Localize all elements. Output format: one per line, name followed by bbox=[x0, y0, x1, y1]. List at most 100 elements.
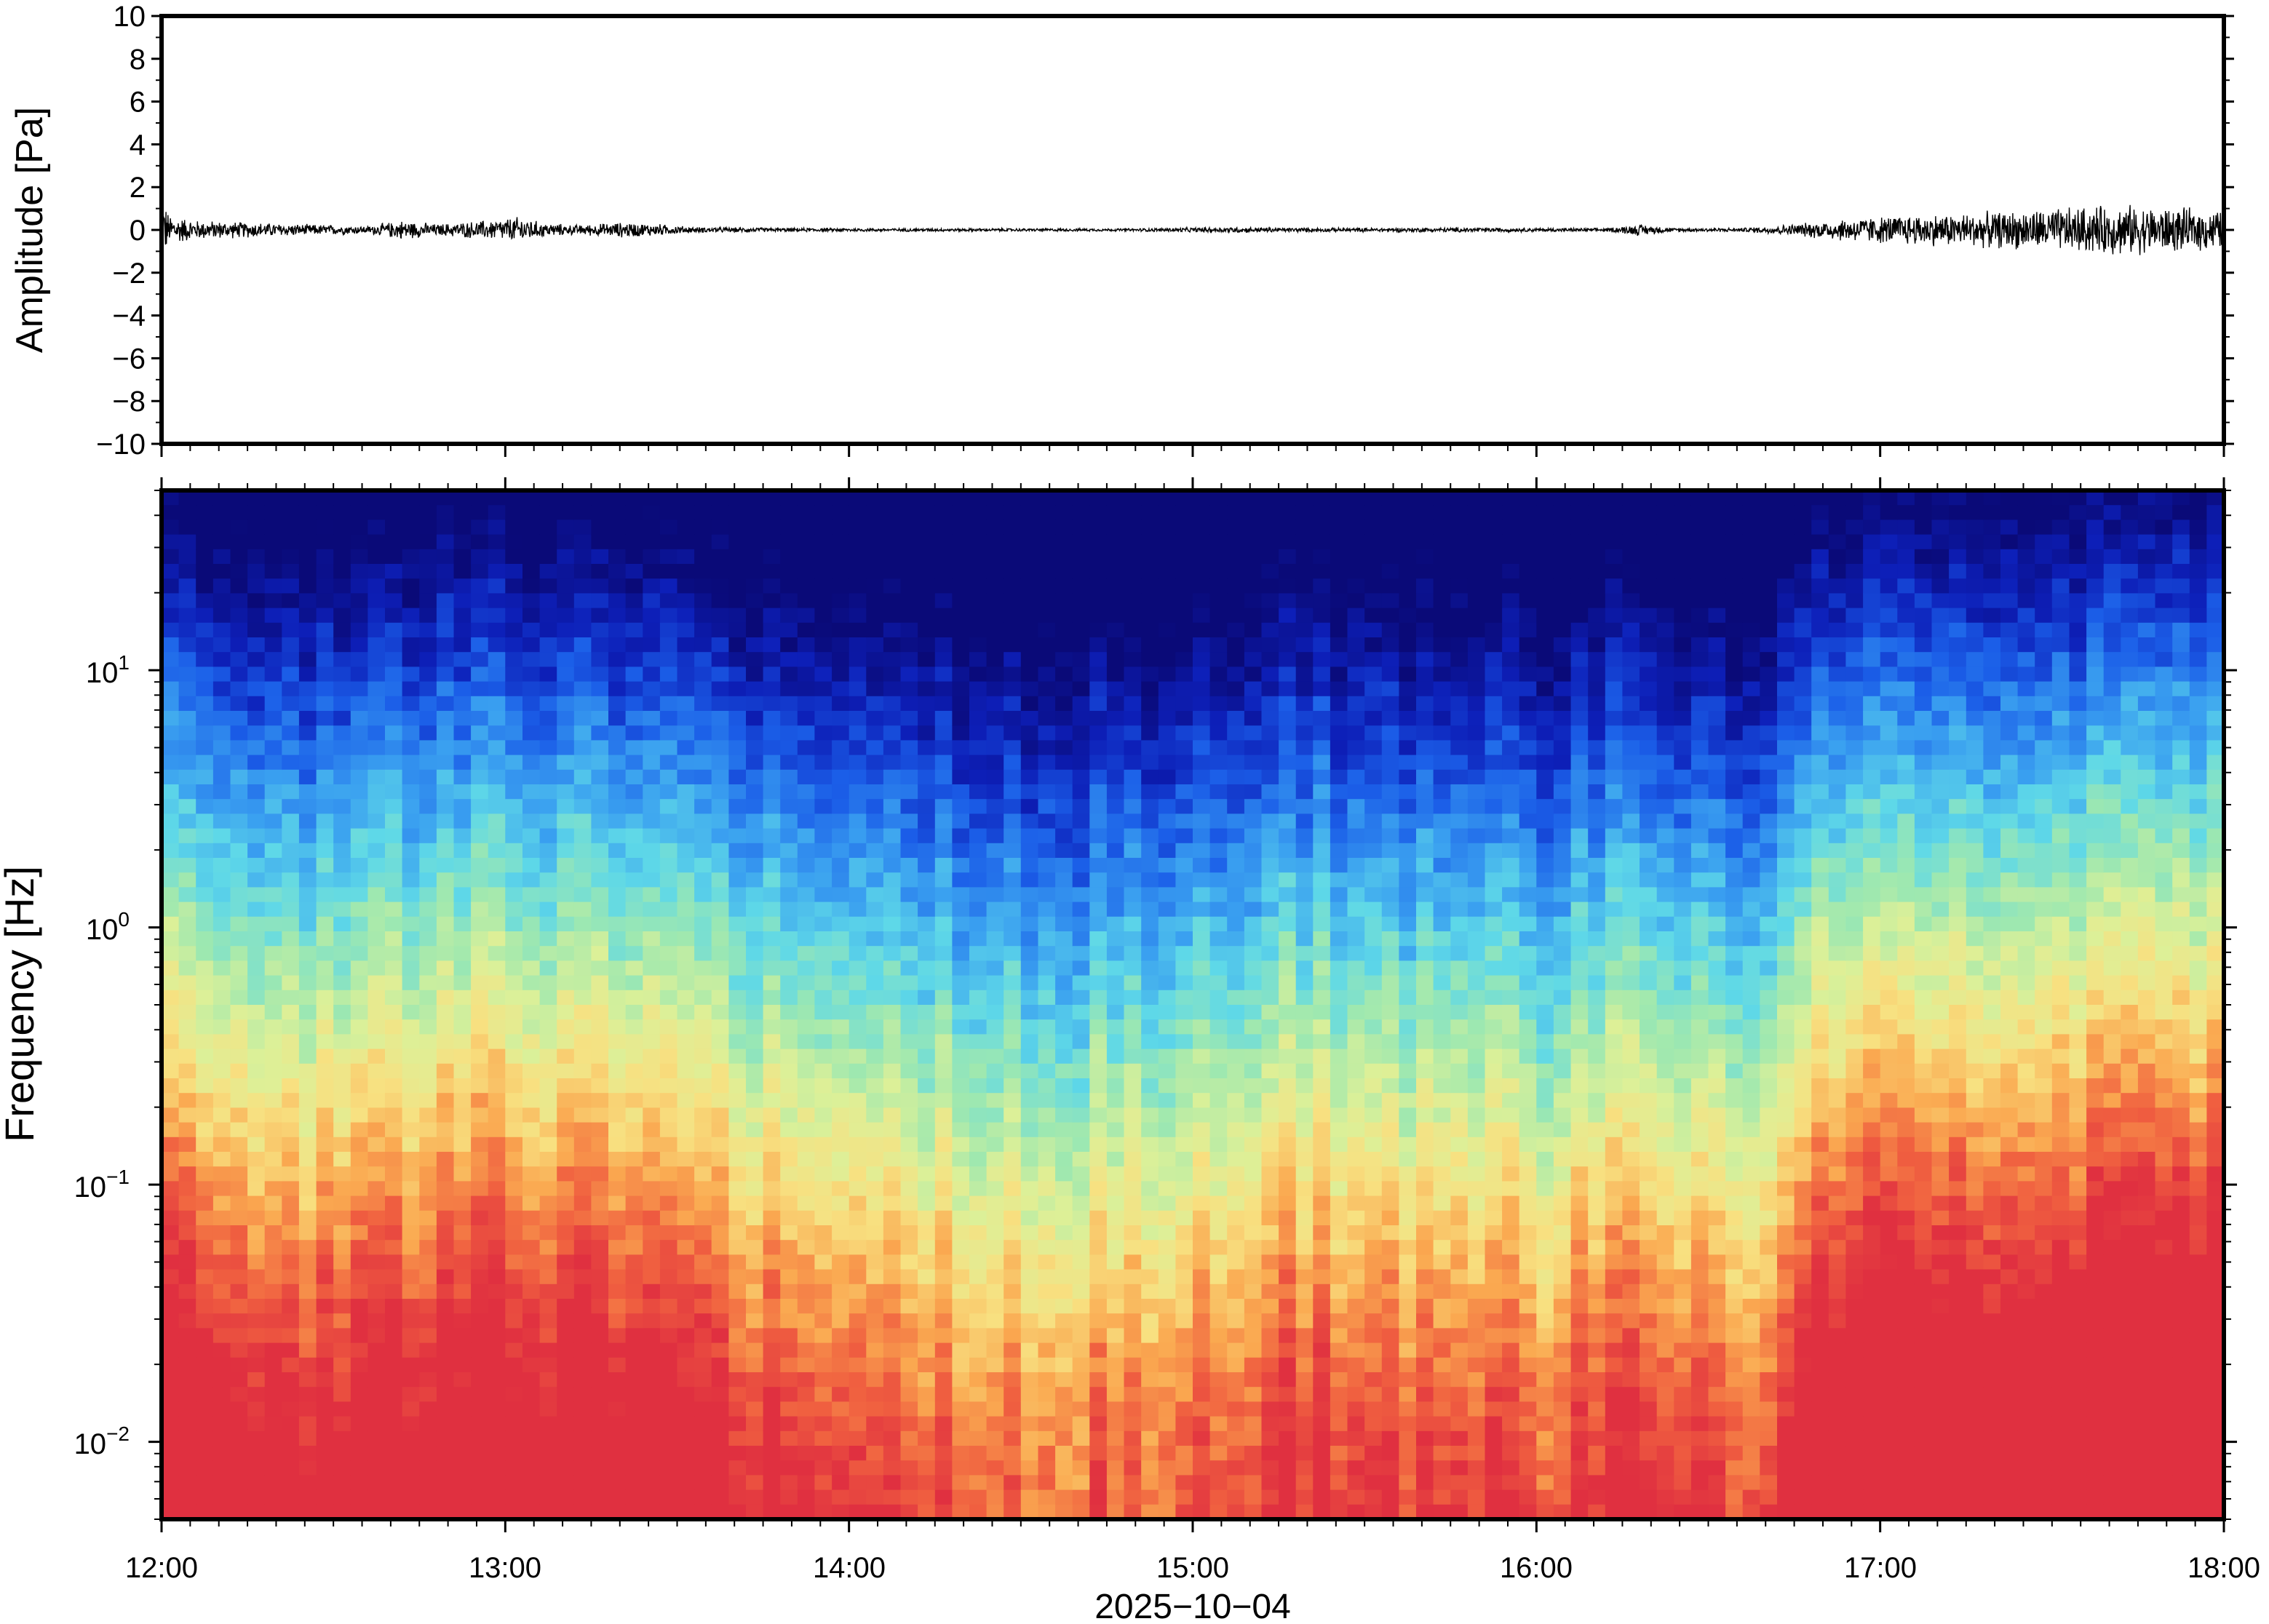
spectrogram-cell bbox=[814, 520, 833, 536]
spectrogram-cell bbox=[1124, 887, 1142, 903]
spectrogram-cell bbox=[539, 549, 557, 565]
spectrogram-cell bbox=[264, 1460, 282, 1476]
spectrogram-cell bbox=[1347, 490, 1365, 506]
spectrogram-cell bbox=[212, 1489, 231, 1505]
spectrogram-cell bbox=[1330, 593, 1348, 609]
spectrogram-cell bbox=[385, 1342, 403, 1358]
spectrogram-cell bbox=[1279, 916, 1297, 932]
spectrogram-cell bbox=[1295, 1210, 1314, 1226]
spectrogram-cell bbox=[1261, 652, 1279, 667]
spectrogram-cell bbox=[488, 1195, 506, 1211]
spectrogram-cell bbox=[162, 931, 180, 947]
spectrogram-cell bbox=[849, 681, 867, 697]
spectrogram-cell bbox=[419, 1299, 437, 1314]
spectrogram-cell bbox=[333, 1181, 351, 1197]
spectrogram-cell bbox=[1106, 1195, 1125, 1211]
spectrogram-cell bbox=[780, 490, 798, 506]
spectrogram-cell bbox=[1004, 1313, 1022, 1329]
spectrogram-cell bbox=[402, 1475, 420, 1491]
spectrogram-cell bbox=[522, 505, 541, 520]
spectrogram-cell bbox=[797, 1504, 815, 1520]
spectrogram-cell bbox=[625, 872, 643, 888]
spectrogram-cell bbox=[643, 1048, 661, 1064]
spectrogram-cell bbox=[178, 946, 196, 961]
spectrogram-cell bbox=[573, 1357, 592, 1373]
spectrogram-cell bbox=[522, 1313, 541, 1329]
spectrogram-cell bbox=[643, 1328, 661, 1344]
spectrogram-cell bbox=[1193, 1416, 1211, 1432]
spectrogram-cell bbox=[969, 1416, 988, 1432]
spectrogram-cell bbox=[196, 1489, 214, 1505]
spectrogram-cell bbox=[1072, 1283, 1090, 1299]
spectrogram-cell bbox=[608, 1137, 627, 1153]
spectrogram-cell bbox=[367, 1401, 386, 1417]
spectrogram-cell bbox=[522, 1430, 541, 1446]
spectrogram-cell bbox=[230, 1416, 248, 1432]
spectrogram-cell bbox=[608, 1446, 627, 1461]
spectrogram-cell bbox=[763, 681, 781, 697]
spectrogram-cell bbox=[230, 1430, 248, 1446]
spectrogram-cell bbox=[350, 946, 368, 961]
spectrogram-cell bbox=[659, 1137, 678, 1153]
spectrogram-cell bbox=[1004, 1181, 1022, 1197]
spectrogram-cell bbox=[746, 1401, 764, 1417]
spectrogram-cell bbox=[677, 1078, 695, 1094]
spectrogram-cell bbox=[1227, 1152, 1245, 1167]
spectrogram-cell bbox=[1193, 843, 1211, 859]
spectrogram-cell bbox=[643, 549, 661, 565]
spectrogram-cell bbox=[264, 549, 282, 565]
spectrogram-cell bbox=[659, 681, 678, 697]
spectrogram-cell bbox=[1347, 696, 1365, 712]
spectrogram-cell bbox=[986, 1195, 1004, 1211]
spectrogram-cell bbox=[573, 681, 592, 697]
spectrogram-cell bbox=[1141, 1048, 1159, 1064]
spectrogram-cell bbox=[659, 1489, 678, 1505]
spectrogram-cell bbox=[591, 652, 609, 667]
spectrogram-cell bbox=[264, 1093, 282, 1108]
spectrogram-cell bbox=[643, 593, 661, 609]
spectrogram-cell bbox=[488, 1299, 506, 1314]
spectrogram-cell bbox=[230, 769, 248, 785]
spectrogram-cell bbox=[436, 1019, 455, 1035]
spectrogram-cell bbox=[883, 784, 902, 800]
spectrogram-cell bbox=[591, 549, 609, 565]
spectrogram-cell bbox=[1261, 1342, 1279, 1358]
spectrogram-cell bbox=[1141, 505, 1159, 520]
spectrogram-cell bbox=[591, 564, 609, 579]
spectrogram-cell bbox=[1209, 1475, 1228, 1491]
spectrogram-cell bbox=[1295, 564, 1314, 579]
spectrogram-cell bbox=[763, 916, 781, 932]
spectrogram-cell bbox=[522, 637, 541, 653]
spectrogram-cell bbox=[1141, 534, 1159, 550]
spectrogram-cell bbox=[1313, 652, 1331, 667]
spectrogram-cell bbox=[832, 990, 850, 1006]
spectrogram-cell bbox=[298, 1152, 317, 1167]
spectrogram-cell bbox=[849, 1195, 867, 1211]
spectrogram-cell bbox=[1089, 520, 1108, 536]
spectrogram-cell bbox=[419, 1254, 437, 1270]
spectrogram-cell bbox=[419, 901, 437, 918]
spectrogram-cell bbox=[316, 755, 334, 771]
spectrogram-cell bbox=[746, 1005, 764, 1020]
spectrogram-cell bbox=[780, 1489, 798, 1505]
spectrogram-cell bbox=[1261, 1195, 1279, 1211]
spectrogram-cell bbox=[883, 799, 902, 814]
spectrogram-cell bbox=[866, 1107, 884, 1123]
spectrogram-cell bbox=[1020, 1107, 1038, 1123]
spectrogram-cell bbox=[728, 872, 747, 888]
spectrogram-cell bbox=[814, 564, 833, 579]
spectrogram-cell bbox=[866, 1342, 884, 1358]
spectrogram-cell bbox=[1038, 652, 1056, 667]
spectrogram-cell bbox=[643, 828, 661, 844]
spectrogram-cell bbox=[694, 520, 712, 536]
spectrogram-cell bbox=[247, 858, 266, 873]
spectrogram-cell bbox=[419, 1342, 437, 1358]
spectrogram-cell bbox=[505, 858, 523, 873]
spectrogram-cell bbox=[385, 564, 403, 579]
spectrogram-cell bbox=[1295, 1357, 1314, 1373]
spectrogram-cell bbox=[282, 916, 300, 932]
spectrogram-cell bbox=[230, 711, 248, 726]
spectrogram-cell bbox=[1020, 813, 1038, 829]
spectrogram-cell bbox=[1038, 813, 1056, 829]
spectrogram-cell bbox=[436, 784, 455, 800]
